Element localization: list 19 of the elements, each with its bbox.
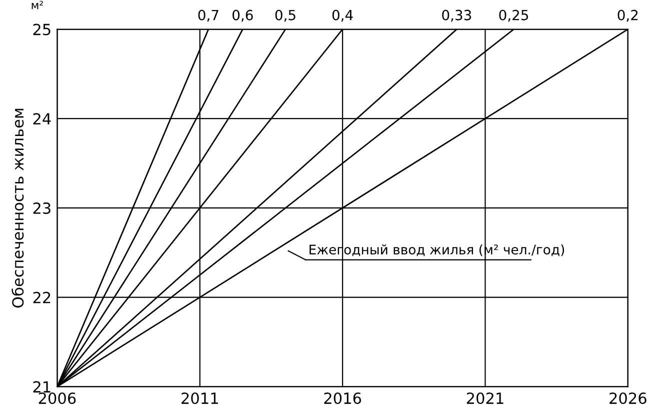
series-label: 0,7 <box>198 10 218 22</box>
y-tick-label: 21 <box>33 381 50 392</box>
x-tick-label: 2011 <box>182 392 218 404</box>
x-tick-label: 2026 <box>610 392 646 404</box>
y-axis-title: Обеспеченность жильем <box>12 108 24 308</box>
series-label: 0,6 <box>232 10 253 22</box>
x-tick-label: 2006 <box>38 392 76 404</box>
x-tick-label: 2021 <box>466 392 504 404</box>
series-label: 0,25 <box>499 10 528 22</box>
x-tick-label: 2016 <box>324 392 362 404</box>
series-label: 0,5 <box>275 10 296 22</box>
text: м² <box>32 0 43 10</box>
series-label: 0,33 <box>442 10 472 22</box>
y-tick-label: 25 <box>33 24 50 36</box>
y-tick-label: 22 <box>33 292 50 304</box>
series-label: 0,4 <box>332 10 353 22</box>
y-tick-label: 23 <box>33 202 50 214</box>
y-tick-label: 24 <box>33 113 51 124</box>
series-label: 0,2 <box>618 10 638 22</box>
